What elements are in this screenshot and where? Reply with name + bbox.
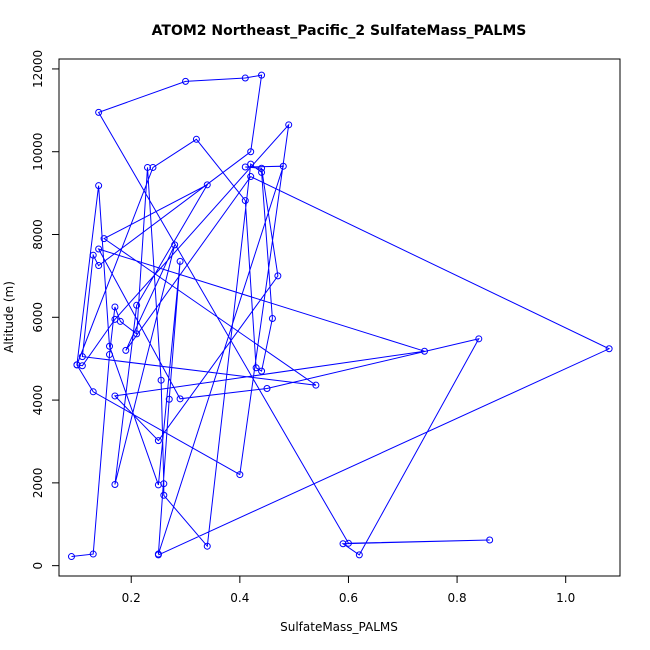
data-point bbox=[475, 335, 483, 343]
data-point bbox=[274, 272, 282, 280]
data-point bbox=[355, 551, 363, 559]
y-tick-label: 12000 bbox=[31, 50, 45, 88]
data-point bbox=[420, 347, 428, 355]
data-point bbox=[339, 540, 347, 548]
data-point bbox=[89, 251, 97, 259]
data-point bbox=[95, 245, 103, 253]
data-point bbox=[279, 162, 287, 170]
data-point bbox=[73, 361, 81, 369]
data-point bbox=[165, 395, 173, 403]
data-point bbox=[160, 491, 168, 499]
y-tick-label: 8000 bbox=[31, 219, 45, 250]
data-point bbox=[133, 330, 141, 338]
x-axis-label: SulfateMass_PALMS bbox=[280, 620, 398, 634]
data-point bbox=[111, 315, 119, 323]
data-point bbox=[263, 384, 271, 392]
data-point bbox=[154, 481, 162, 489]
data-point bbox=[258, 168, 266, 176]
data-point bbox=[203, 542, 211, 550]
x-tick-label: 0.2 bbox=[122, 591, 141, 605]
data-point bbox=[95, 182, 103, 190]
y-tick-label: 6000 bbox=[31, 302, 45, 333]
data-point bbox=[258, 367, 266, 375]
x-axis: 0.2 0.4 0.6 0.8 1.0 bbox=[122, 575, 575, 605]
data-point bbox=[182, 77, 190, 85]
data-point bbox=[154, 437, 162, 445]
data-point bbox=[95, 262, 103, 270]
x-tick-label: 0.6 bbox=[339, 591, 358, 605]
data-point bbox=[78, 353, 86, 361]
series-line bbox=[71, 74, 611, 557]
y-tick-label: 0 bbox=[31, 562, 45, 570]
data-point bbox=[106, 342, 114, 350]
x-tick-label: 1.0 bbox=[556, 591, 575, 605]
data-point bbox=[203, 181, 211, 189]
data-point bbox=[171, 241, 179, 249]
data-point bbox=[285, 121, 293, 129]
y-axis: 0 2000 4000 6000 8000 10000 12000 bbox=[31, 50, 60, 570]
data-point bbox=[111, 392, 119, 400]
data-point bbox=[312, 381, 320, 389]
data-point bbox=[247, 173, 255, 181]
data-point bbox=[95, 108, 103, 116]
y-axis-label: Altitude (m) bbox=[2, 281, 16, 353]
data-point bbox=[344, 539, 352, 547]
data-point bbox=[157, 376, 165, 384]
data-point bbox=[241, 74, 249, 82]
y-tick-label: 2000 bbox=[31, 468, 45, 499]
plot-frame bbox=[58, 58, 621, 577]
data-point bbox=[122, 346, 130, 354]
data-point bbox=[247, 160, 255, 168]
data-point bbox=[111, 303, 119, 311]
data-point bbox=[192, 135, 200, 143]
data-point bbox=[268, 315, 276, 323]
data-point bbox=[149, 163, 157, 171]
data-point bbox=[144, 163, 152, 171]
data-point bbox=[67, 553, 75, 561]
data-point bbox=[252, 364, 260, 372]
data-point bbox=[241, 163, 249, 171]
data-point bbox=[106, 351, 114, 359]
data-point bbox=[89, 550, 97, 558]
data-point bbox=[111, 481, 119, 489]
y-tick-label: 10000 bbox=[31, 133, 45, 171]
x-tick-label: 0.4 bbox=[230, 591, 249, 605]
x-tick-label: 0.8 bbox=[448, 591, 467, 605]
data-point bbox=[154, 551, 162, 559]
data-point bbox=[247, 148, 255, 156]
data-point bbox=[176, 257, 184, 265]
y-tick-label: 4000 bbox=[31, 385, 45, 416]
chart-title: ATOM2 Northeast_Pacific_2 SulfateMass_PA… bbox=[152, 23, 527, 39]
data-point bbox=[605, 345, 613, 353]
data-point bbox=[100, 235, 108, 243]
data-point bbox=[258, 71, 266, 79]
data-point bbox=[176, 395, 184, 403]
data-point bbox=[258, 164, 266, 172]
data-point bbox=[236, 471, 244, 479]
data-point bbox=[241, 197, 249, 205]
data-point bbox=[486, 536, 494, 544]
series-layer bbox=[67, 71, 613, 561]
data-point bbox=[133, 301, 141, 309]
data-point bbox=[89, 388, 97, 396]
